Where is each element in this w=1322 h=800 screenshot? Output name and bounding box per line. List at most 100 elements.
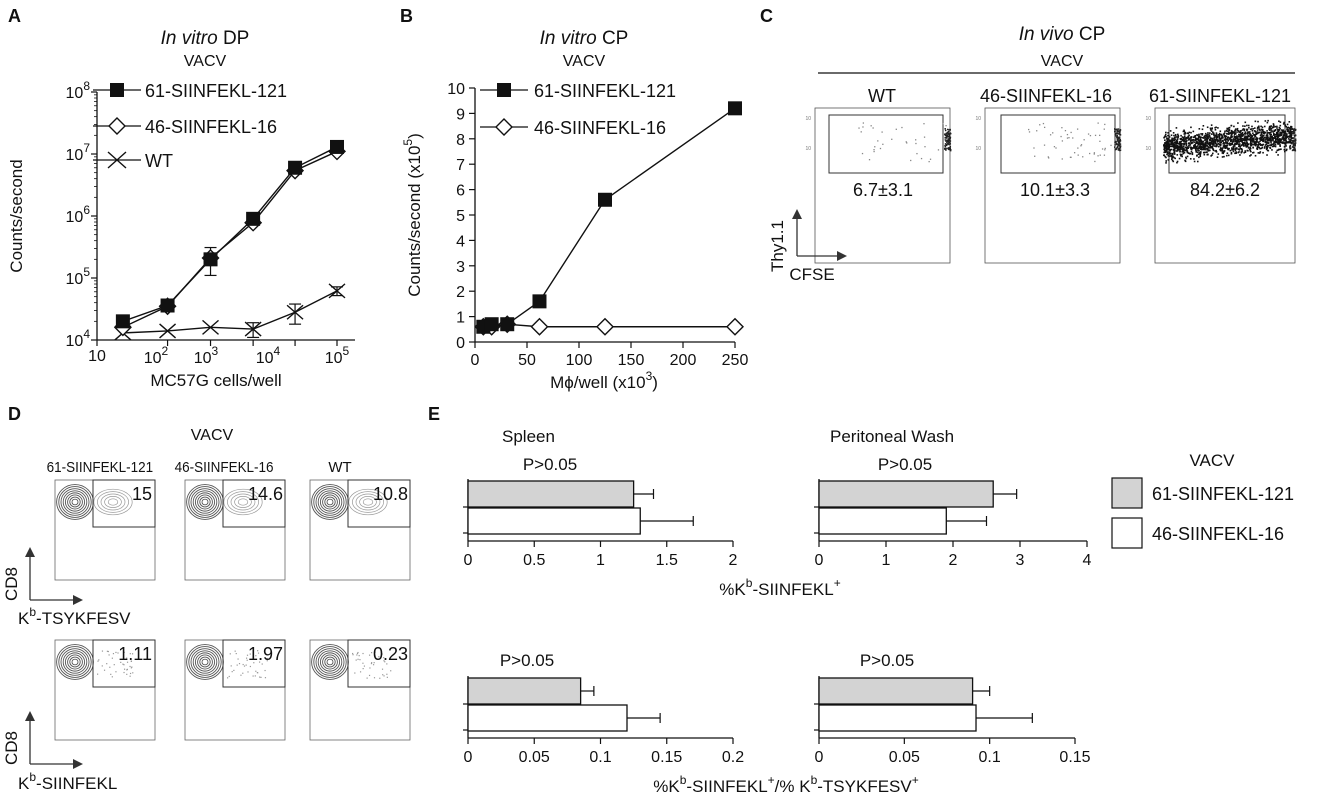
c-dot-scatter xyxy=(1168,138,1170,141)
c-dot-scatter xyxy=(945,125,947,127)
c-dot-scatter xyxy=(1169,149,1172,152)
c-dot-scatter xyxy=(1201,144,1204,146)
col-title-spleen: Spleen xyxy=(502,427,555,446)
c-dot-scatter xyxy=(1163,154,1165,156)
c-dot-edge xyxy=(1116,136,1118,139)
c-dot-scatter xyxy=(1218,134,1221,136)
c-dot-scatter xyxy=(1283,150,1286,153)
c-dot-scatter xyxy=(1290,136,1292,139)
c-dot-scatter xyxy=(1175,150,1178,152)
c-dot-scatter xyxy=(1173,141,1175,144)
c-dot-scatter xyxy=(1176,148,1179,151)
c-dot-scatter xyxy=(1240,135,1242,138)
d-dot xyxy=(129,665,131,668)
c-dot-scatter xyxy=(1219,148,1221,151)
c-dot-scatter xyxy=(1249,149,1251,152)
c-dot-scatter xyxy=(1101,148,1104,150)
c-dot-scatter xyxy=(1221,148,1223,151)
c-dot-scatter xyxy=(1278,135,1280,137)
c-dot-scatter xyxy=(1192,147,1195,149)
c-dot-edge xyxy=(946,141,948,144)
c-dot-scatter xyxy=(1231,131,1234,134)
c-dot-scatter xyxy=(1189,152,1192,155)
c-dot-scatter xyxy=(1214,135,1216,137)
d-dot xyxy=(266,657,268,660)
d-dot xyxy=(106,650,109,652)
b-xtick-label: 200 xyxy=(670,352,697,369)
c-dot-edge xyxy=(1290,128,1292,131)
c-dot-scatter xyxy=(1244,137,1247,140)
c-dot-scatter xyxy=(1176,154,1179,156)
c-dot-scatter xyxy=(1196,145,1199,147)
d-dot xyxy=(115,651,117,654)
panel-d-label: D xyxy=(8,404,21,424)
c-dot-scatter xyxy=(862,122,865,124)
c-dot-scatter xyxy=(1227,154,1230,157)
c-dot-scatter xyxy=(1192,136,1195,139)
flow-gate-d1-61 xyxy=(92,479,156,528)
d-contour-ring xyxy=(192,490,218,514)
c-dot-scatter xyxy=(1247,131,1250,133)
c-dot-scatter xyxy=(1268,137,1271,140)
c-dot-scatter xyxy=(1259,134,1262,137)
c-dot-scatter xyxy=(1197,142,1199,145)
c-dot-scatter xyxy=(1186,137,1188,140)
c-dot-scatter xyxy=(1207,132,1209,134)
d-contour-gated xyxy=(227,491,259,513)
c-dot-scatter xyxy=(1099,140,1101,142)
c-dot-scatter xyxy=(1190,147,1192,150)
c-dot-scatter xyxy=(1174,136,1176,138)
c-dot-scatter xyxy=(1222,150,1225,153)
c-dot-scatter xyxy=(1165,162,1167,164)
c-dot-scatter xyxy=(1226,132,1228,135)
c-dot-scatter xyxy=(1178,146,1181,148)
c-dot-scatter xyxy=(1171,154,1174,156)
c-dot-scatter xyxy=(1198,156,1200,159)
d-dot xyxy=(259,676,261,678)
c-dot-scatter xyxy=(1184,133,1186,135)
d-dot xyxy=(257,652,260,654)
c-dot-scatter xyxy=(1220,141,1223,144)
c-dot-edge xyxy=(949,133,951,135)
c-dot-edge xyxy=(1114,146,1116,148)
d-dot xyxy=(229,653,231,655)
c-dot-scatter xyxy=(1209,146,1212,148)
c-dot-scatter xyxy=(1273,145,1275,148)
c-dot-scatter xyxy=(1179,141,1181,143)
c-dot-scatter xyxy=(1219,144,1222,147)
c-dot-scatter xyxy=(1204,138,1207,141)
c-dot-scatter xyxy=(1186,150,1189,153)
c-dot-scatter xyxy=(1242,128,1245,130)
b-point-open-diamond xyxy=(726,317,744,336)
c-dot-edge xyxy=(948,137,950,139)
c-dot-scatter xyxy=(1223,155,1225,158)
c-dot-scatter xyxy=(1198,128,1201,130)
c-dot-edge xyxy=(1294,143,1296,146)
c-dot-scatter xyxy=(1164,139,1166,141)
c-dot-edge xyxy=(1289,146,1291,148)
c-dot-edge xyxy=(1294,135,1296,137)
c-dot-scatter xyxy=(1246,132,1249,135)
flow-gate-d2-61 xyxy=(92,639,156,688)
c-dot-scatter xyxy=(1288,127,1291,129)
c-dot-edge xyxy=(948,141,950,144)
c-dot-scatter xyxy=(1266,137,1269,140)
c-dot-scatter xyxy=(1166,147,1169,149)
c-dot-scatter xyxy=(1167,134,1170,137)
d-dot xyxy=(228,675,230,678)
c-axis-tick: 10 xyxy=(1145,116,1151,122)
panel-a-xtick-1e4: 104 xyxy=(256,344,281,367)
c-dot-scatter xyxy=(1282,130,1285,133)
c-dot-scatter xyxy=(1195,137,1198,140)
c-dot-scatter xyxy=(1167,144,1170,147)
panel-a-subtitle: VACV xyxy=(184,53,227,70)
c-dot-scatter xyxy=(1200,148,1203,151)
c-dot-scatter xyxy=(1214,139,1217,142)
c-dot-scatter xyxy=(1239,134,1241,136)
c-dot-scatter xyxy=(1235,136,1237,138)
c-dot-scatter xyxy=(1195,150,1197,152)
c-dot-scatter xyxy=(929,158,932,160)
c-dot-edge xyxy=(1114,148,1117,151)
c-dot-scatter xyxy=(1204,146,1206,149)
d-dot xyxy=(381,668,384,670)
